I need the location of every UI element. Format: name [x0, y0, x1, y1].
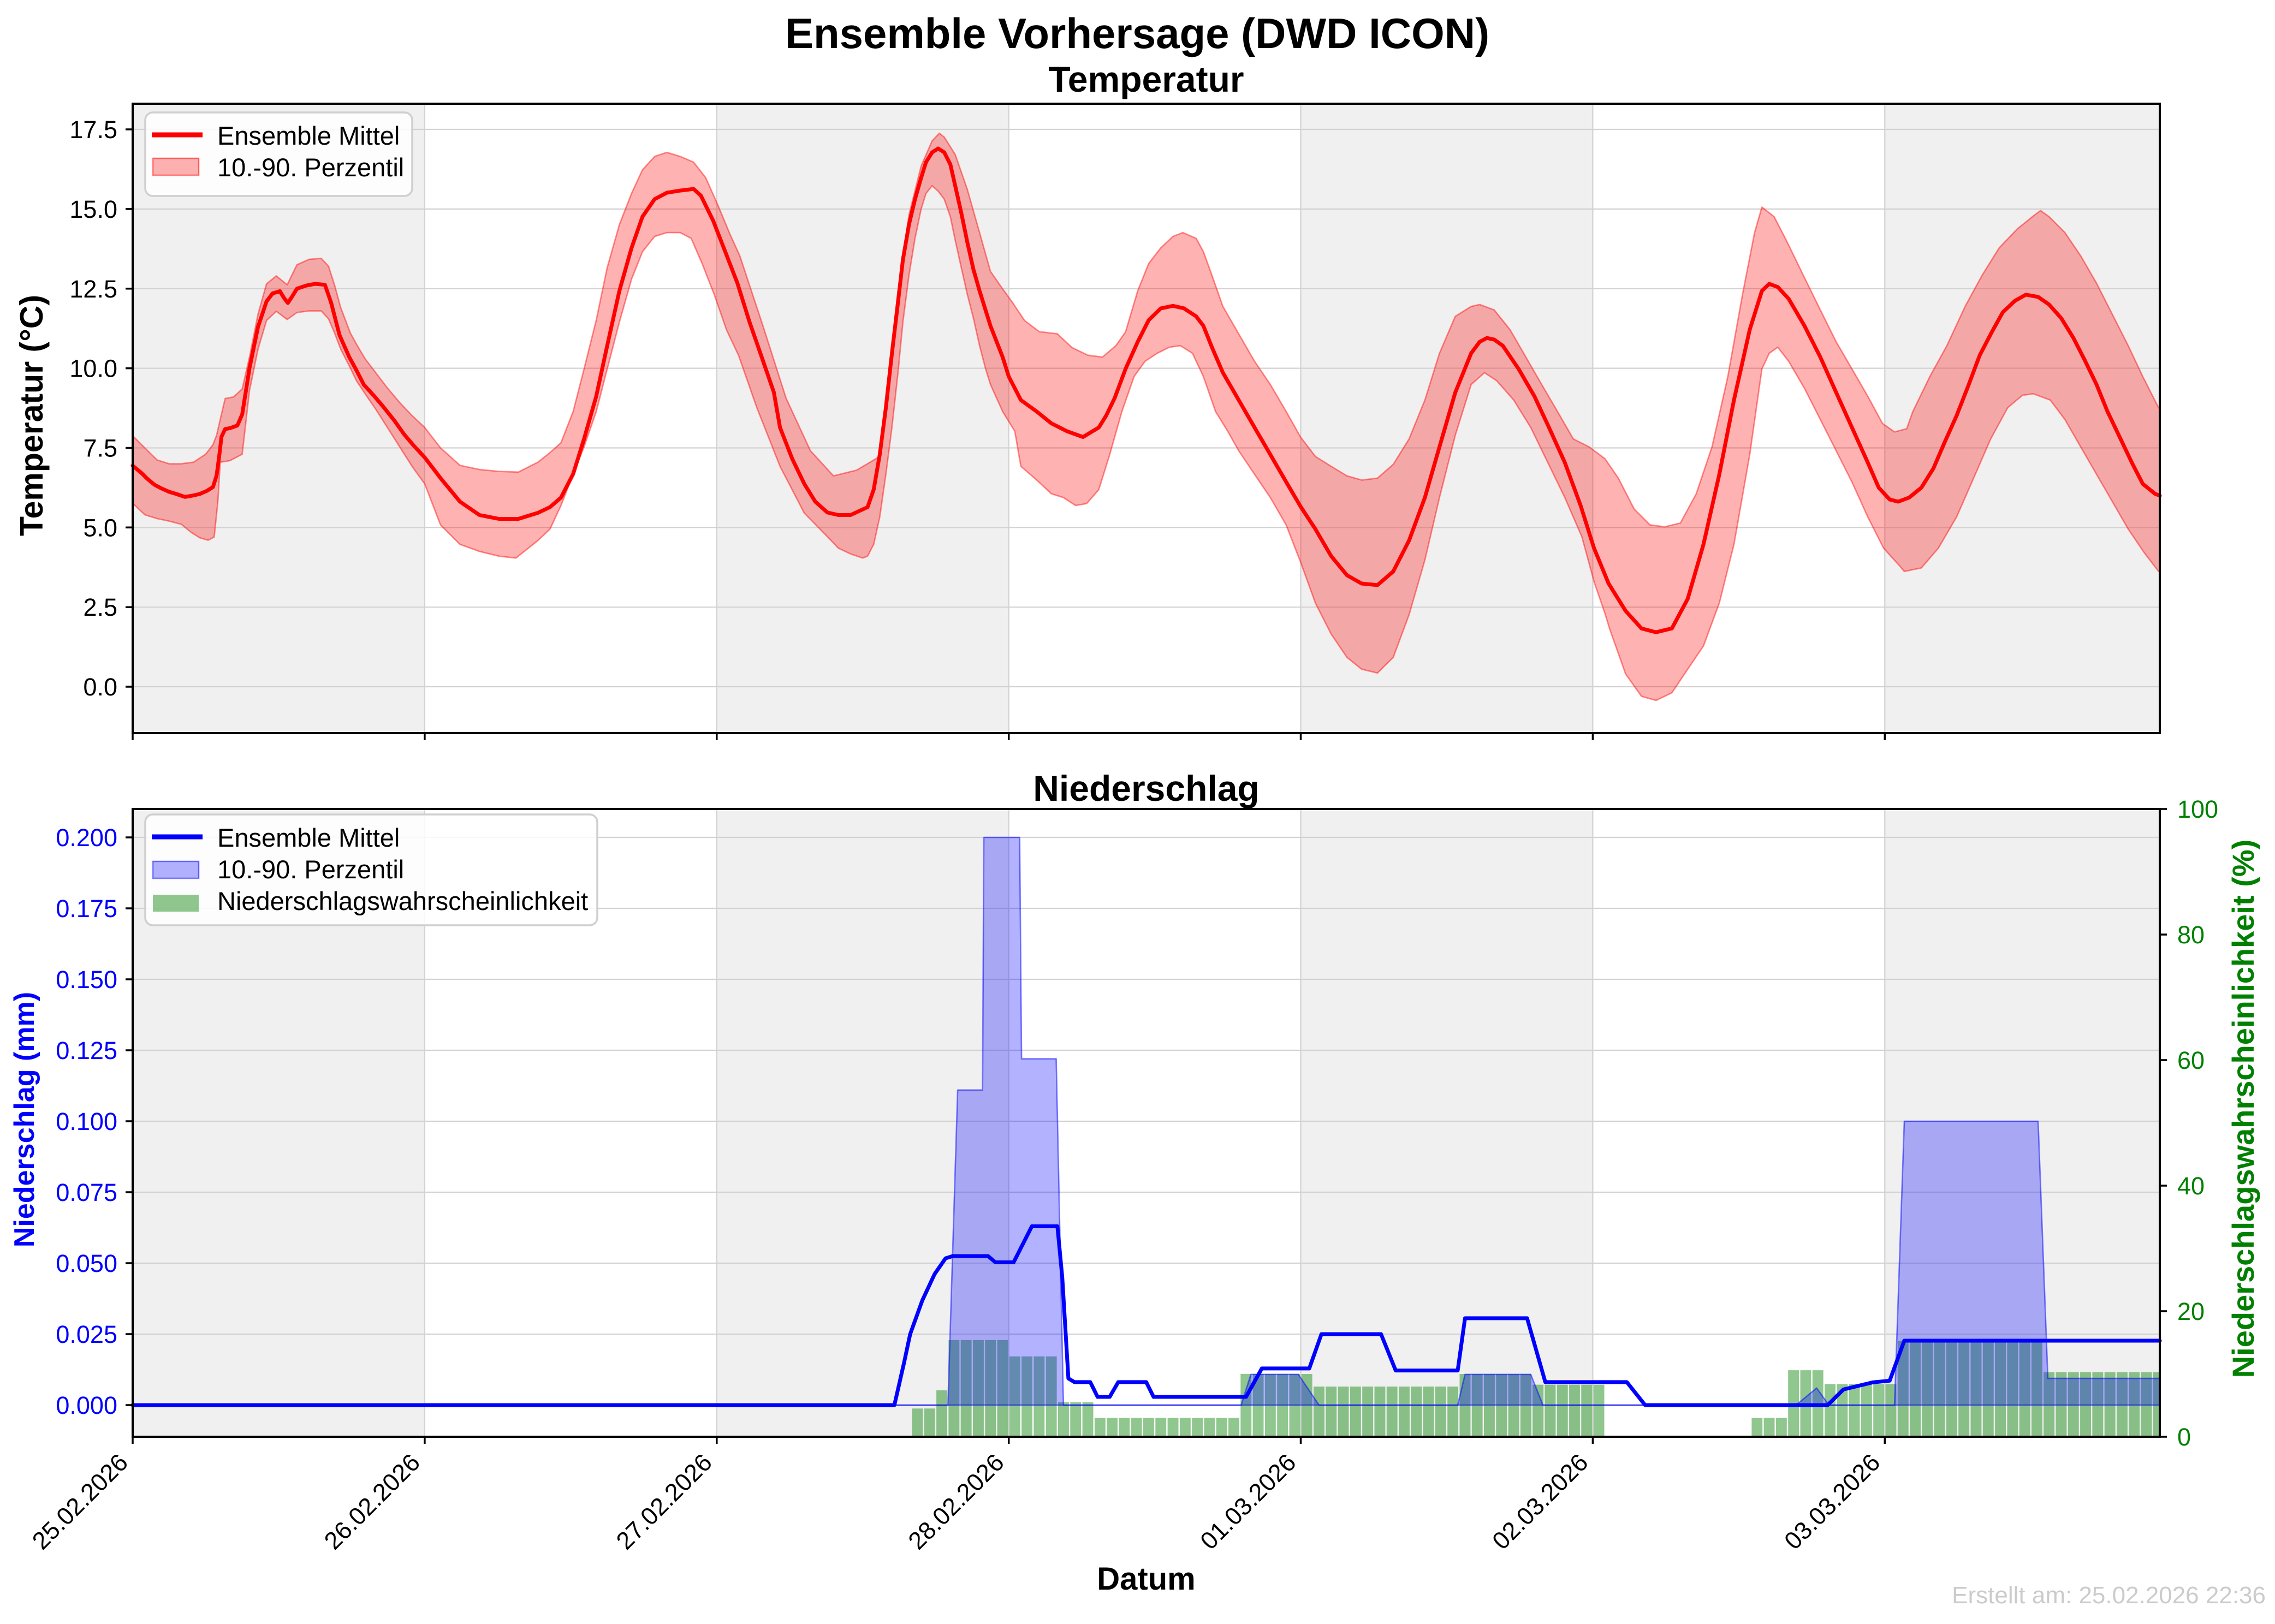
svg-text:03.03.2026: 03.03.2026 [1779, 1448, 1885, 1555]
svg-text:25.02.2026: 25.02.2026 [27, 1448, 133, 1555]
svg-text:0.150: 0.150 [56, 966, 117, 994]
svg-text:Ensemble Mittel: Ensemble Mittel [217, 121, 400, 150]
svg-text:Ensemble Mittel: Ensemble Mittel [217, 823, 400, 852]
svg-text:0.175: 0.175 [56, 895, 117, 923]
svg-text:60: 60 [2177, 1046, 2205, 1074]
svg-text:Niederschlagswahrscheinlichkei: Niederschlagswahrscheinlichkeit [217, 887, 588, 915]
svg-text:0.000: 0.000 [56, 1391, 117, 1419]
svg-text:0.0: 0.0 [83, 673, 117, 701]
svg-text:Niederschlag (mm): Niederschlag (mm) [9, 992, 40, 1247]
svg-text:01.03.2026: 01.03.2026 [1195, 1448, 1301, 1555]
svg-text:Temperatur (°C): Temperatur (°C) [14, 295, 50, 536]
svg-text:80: 80 [2177, 921, 2205, 949]
svg-text:0.100: 0.100 [56, 1108, 117, 1135]
svg-text:0.200: 0.200 [56, 824, 117, 852]
svg-text:02.03.2026: 02.03.2026 [1487, 1448, 1593, 1555]
svg-text:Temperatur: Temperatur [1048, 59, 1244, 99]
svg-text:0: 0 [2177, 1423, 2191, 1451]
svg-text:Ensemble Vorhersage (DWD ICON): Ensemble Vorhersage (DWD ICON) [785, 9, 1489, 57]
svg-text:40: 40 [2177, 1172, 2205, 1200]
svg-text:0.025: 0.025 [56, 1320, 117, 1348]
svg-text:0.050: 0.050 [56, 1250, 117, 1277]
svg-text:7.5: 7.5 [83, 434, 117, 462]
svg-text:Erstellt am: 25.02.2026 22:36: Erstellt am: 25.02.2026 22:36 [1952, 1582, 2266, 1609]
svg-text:17.5: 17.5 [69, 116, 117, 144]
svg-text:10.-90. Perzentil: 10.-90. Perzentil [217, 153, 404, 182]
svg-text:0.125: 0.125 [56, 1037, 117, 1064]
svg-text:Datum: Datum [1097, 1561, 1195, 1597]
svg-text:15.0: 15.0 [69, 195, 117, 223]
svg-text:10.0: 10.0 [69, 355, 117, 383]
svg-text:26.02.2026: 26.02.2026 [319, 1448, 425, 1555]
svg-text:0.075: 0.075 [56, 1179, 117, 1206]
svg-text:10.-90. Perzentil: 10.-90. Perzentil [217, 855, 404, 884]
svg-text:Niederschlag: Niederschlag [1033, 768, 1260, 808]
svg-text:2.5: 2.5 [83, 593, 117, 621]
svg-text:100: 100 [2177, 795, 2218, 823]
svg-text:28.02.2026: 28.02.2026 [902, 1448, 1009, 1555]
svg-text:5.0: 5.0 [83, 514, 117, 542]
svg-text:Niederschlagswahrscheinlichkei: Niederschlagswahrscheinlichkeit (%) [2226, 840, 2260, 1378]
svg-text:27.02.2026: 27.02.2026 [611, 1448, 717, 1555]
svg-text:20: 20 [2177, 1298, 2205, 1325]
svg-text:12.5: 12.5 [69, 275, 117, 303]
